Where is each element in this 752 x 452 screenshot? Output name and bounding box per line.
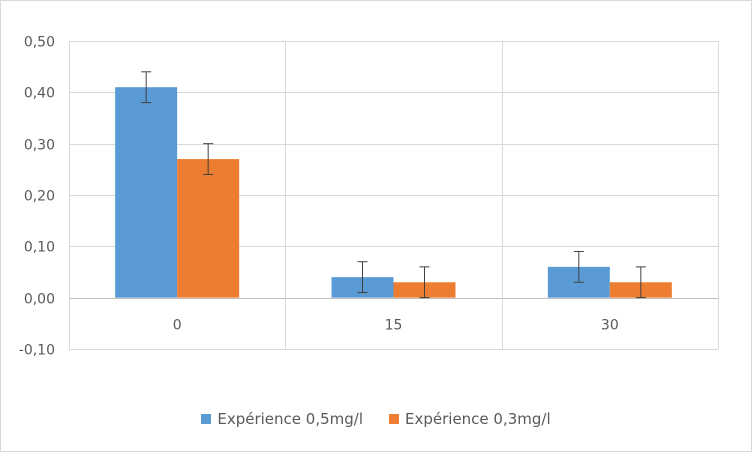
- y-tick-label: 0,50: [24, 35, 55, 51]
- bar-series-2-cat-0: [177, 159, 240, 298]
- legend-label-series-1: Expérience 0,5mg/l: [217, 410, 363, 428]
- y-tick-label: -0,10: [19, 343, 55, 359]
- legend-label-series-2: Expérience 0,3mg/l: [405, 410, 551, 428]
- y-tick-label: 0,10: [24, 240, 55, 256]
- legend-item-series-1: Expérience 0,5mg/l: [201, 410, 363, 428]
- x-tick-label: 30: [601, 318, 619, 334]
- x-tick-label: 0: [173, 318, 182, 334]
- bar-series-1-cat-0: [115, 87, 178, 298]
- legend: Expérience 0,5mg/l Expérience 0,3mg/l: [0, 410, 752, 428]
- legend-item-series-2: Expérience 0,3mg/l: [389, 410, 551, 428]
- y-tick-label: 0,30: [24, 138, 55, 154]
- y-tick-label: 0,20: [24, 189, 55, 205]
- legend-swatch-series-2: [389, 414, 399, 424]
- legend-swatch-series-1: [201, 414, 212, 424]
- y-tick-label: 0,40: [24, 86, 55, 102]
- y-tick-label: 0,00: [24, 292, 55, 308]
- x-tick-label: 15: [385, 318, 403, 334]
